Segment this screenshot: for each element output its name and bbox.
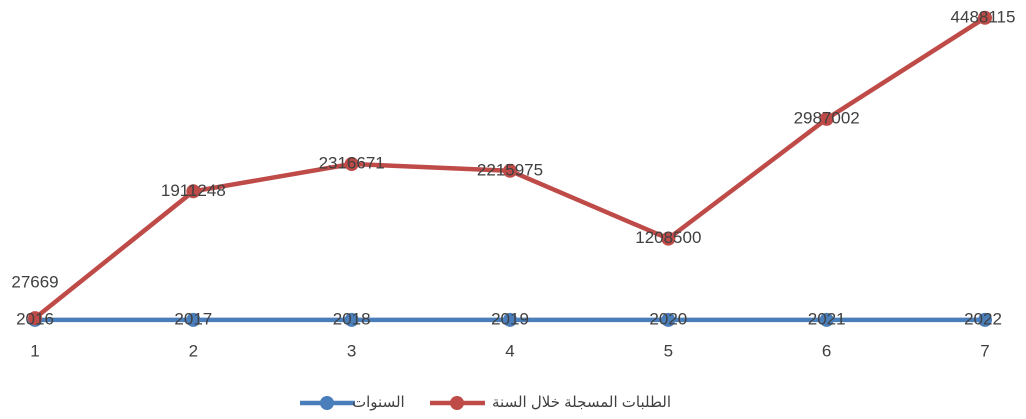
data-point: [819, 312, 834, 327]
data-label: 2020: [649, 309, 687, 328]
data-label: 2018: [333, 309, 371, 328]
data-label: 2022: [964, 309, 1002, 328]
data-point: [28, 311, 42, 326]
data-point: [186, 184, 201, 199]
data-point: [661, 312, 676, 327]
legend-label: السنوات: [352, 394, 405, 411]
data-point: [978, 10, 992, 25]
data-label: 2016: [16, 309, 54, 328]
legend-marker: [320, 396, 334, 410]
data-point: [661, 231, 676, 246]
data-label: 2316671: [319, 153, 385, 172]
x-tick-label: 6: [822, 341, 831, 360]
x-tick-label: 1: [30, 341, 39, 360]
data-label: 1208500: [635, 228, 701, 247]
x-tick-label: 3: [347, 341, 356, 360]
data-label: 2019: [491, 309, 529, 328]
data-point: [344, 312, 359, 327]
data-point: [503, 312, 517, 327]
data-point: [344, 157, 359, 172]
data-label: 27669: [11, 273, 58, 292]
x-tick-label: 2: [189, 341, 198, 360]
legend-label: الطلبات المسجلة خلال السنة: [492, 394, 671, 411]
x-tick-label: 5: [664, 341, 673, 360]
data-label: 2017: [174, 309, 212, 328]
data-label: 2215975: [477, 160, 543, 179]
data-label: 1911248: [161, 181, 226, 200]
data-label: 4488115: [951, 7, 1016, 26]
data-point: [503, 163, 517, 178]
legend-marker: [450, 396, 464, 410]
data-label: 2987002: [794, 108, 860, 127]
data-label: 2021: [808, 309, 846, 328]
data-point: [819, 111, 834, 126]
x-tick-label: 4: [505, 341, 514, 360]
x-tick-label: 7: [980, 341, 989, 360]
data-point: [978, 312, 992, 327]
data-point: [186, 312, 201, 327]
